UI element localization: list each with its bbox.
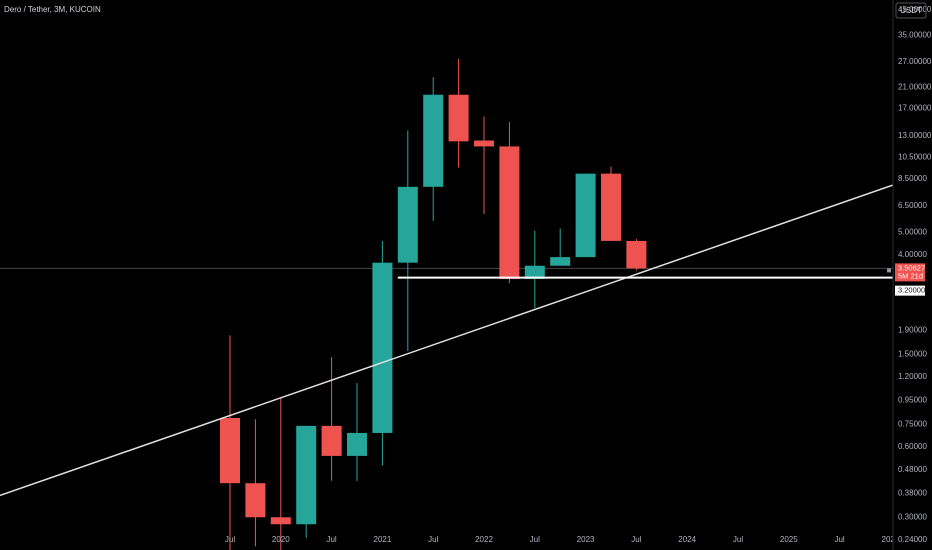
- candle-body: [448, 94, 469, 142]
- y-tick-label: 21.00000: [898, 82, 932, 91]
- candle-body: [321, 425, 342, 456]
- countdown-label: 5M 21d: [898, 271, 923, 280]
- candle-body: [601, 173, 621, 241]
- y-tick-label: 0.24000: [898, 535, 927, 544]
- x-tick-label: 2022: [475, 535, 493, 544]
- y-tick-label: 27.00000: [898, 57, 932, 66]
- y-tick-label: 8.50000: [898, 174, 927, 183]
- hline-label: 3.20000: [898, 286, 925, 295]
- candle-body: [550, 257, 571, 266]
- candle-body: [372, 262, 393, 433]
- y-tick-label: 0.48000: [898, 465, 927, 474]
- y-tick-label: 17.00000: [898, 104, 932, 113]
- hline-box: [895, 285, 925, 296]
- y-tick-label: 6.50000: [898, 201, 927, 210]
- candle-body: [397, 186, 418, 263]
- y-tick-label: 4.00000: [898, 250, 927, 259]
- candle-body: [270, 517, 291, 525]
- last-price-label: 3.50627: [898, 263, 925, 272]
- candle-body: [423, 94, 444, 187]
- x-tick-label: Jul: [834, 535, 844, 544]
- y-tick-label: 1.20000: [898, 372, 927, 381]
- x-tick-label: 2021: [374, 535, 392, 544]
- candle-body: [575, 173, 596, 258]
- y-tick-label: 13.00000: [898, 131, 932, 140]
- x-tick-label: Jul: [428, 535, 438, 544]
- chart-title: Dero / Tether, 3M, KUCOIN: [4, 5, 101, 14]
- candle-body: [474, 140, 494, 147]
- candle-body: [220, 417, 240, 484]
- currency-box: [895, 2, 927, 19]
- trend-line: [0, 184, 894, 497]
- x-tick-label: Jul: [631, 535, 641, 544]
- y-tick-label: 10.50000: [898, 152, 932, 161]
- last-price-box: [895, 263, 925, 282]
- y-tick-label: 0.30000: [898, 512, 927, 521]
- x-tick-label: Jul: [326, 535, 336, 544]
- x-tick-label: 2020: [272, 535, 290, 544]
- y-tick-label: 35.00000: [898, 31, 932, 40]
- candle-body: [245, 483, 266, 518]
- x-tick-label: 2024: [678, 535, 696, 544]
- y-tick-label: 0.75000: [898, 420, 927, 429]
- currency-label: USDT: [900, 6, 922, 15]
- y-tick-label: 0.95000: [898, 396, 927, 405]
- x-tick-label: 2023: [577, 535, 595, 544]
- y-tick-label: 1.50000: [898, 349, 927, 358]
- x-tick-label: 2026: [882, 535, 900, 544]
- x-tick-label: Jul: [530, 535, 540, 544]
- candle-body: [626, 240, 647, 269]
- y-tick-label: 0.38000: [898, 488, 927, 497]
- marker-icon: [887, 268, 891, 273]
- x-tick-label: 2025: [780, 535, 798, 544]
- candle-body: [296, 425, 317, 525]
- x-tick-label: Jul: [733, 535, 743, 544]
- y-tick-label: 45.00000: [898, 5, 932, 14]
- y-tick-label: 5.00000: [898, 228, 927, 237]
- y-tick-label: 0.60000: [898, 442, 927, 451]
- candle-body: [499, 146, 520, 279]
- y-tick-label: 1.90000: [898, 326, 927, 335]
- candle-body: [524, 265, 545, 279]
- candle-body: [347, 432, 367, 456]
- x-tick-label: Jul: [225, 535, 235, 544]
